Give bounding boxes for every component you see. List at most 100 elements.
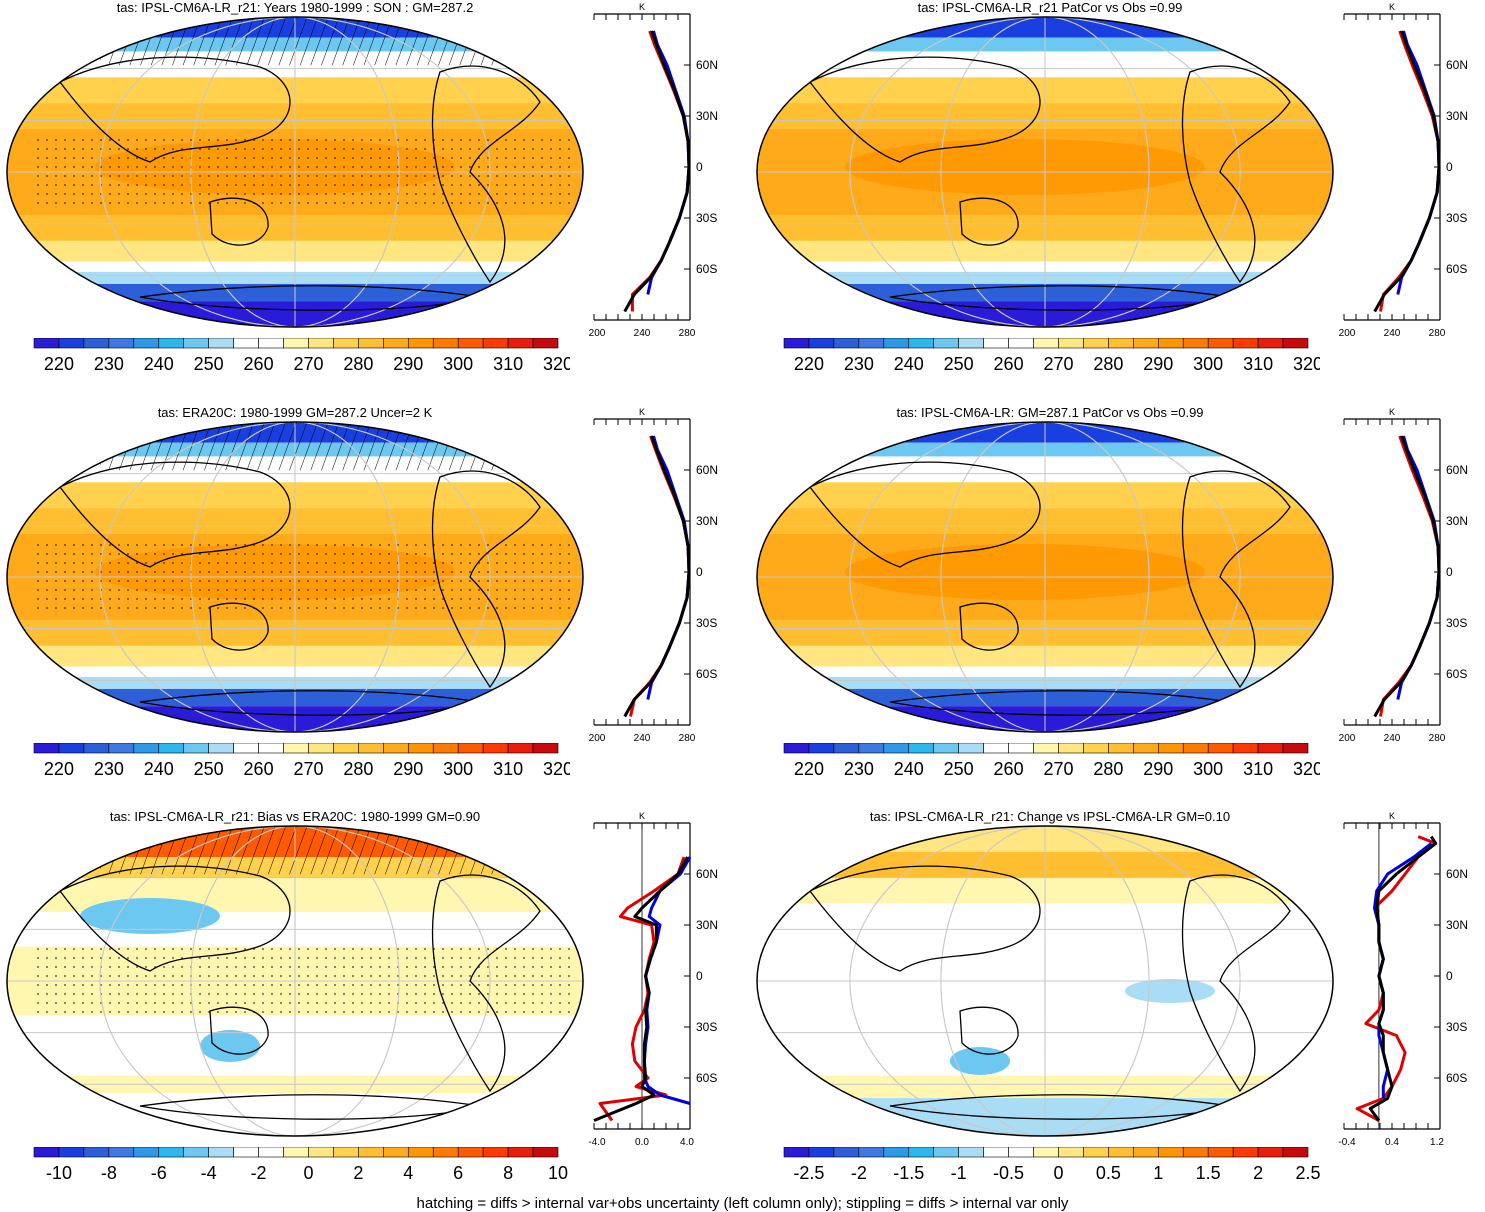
colorbar-swatch: [783, 743, 810, 754]
profile-x-tick-label: 200: [589, 733, 606, 744]
colorbar-swatch: [407, 743, 434, 754]
lat-tick-label: 30N: [1446, 109, 1468, 123]
lat-tick-label: 30N: [696, 514, 718, 528]
colorbar-swatch: [833, 338, 860, 349]
profile-x-tick-label: 280: [679, 733, 696, 744]
colorbar-swatch: [808, 338, 835, 349]
colorbar-tick-label: 310: [1243, 354, 1273, 374]
colorbar-swatch: [933, 1147, 959, 1158]
colorbar-swatch: [532, 338, 559, 349]
profile-line-red: [1379, 30, 1441, 312]
colorbar-swatch: [58, 743, 85, 754]
colorbar-swatch: [1282, 338, 1309, 349]
panel-2-map: [756, 16, 1334, 328]
colorbar-swatch: [183, 1147, 209, 1158]
colorbar-swatch: [933, 338, 959, 349]
colorbar-swatch: [283, 1147, 309, 1158]
colorbar-swatch: [457, 743, 484, 754]
profile-x-tick-label: 280: [679, 328, 696, 339]
colorbar-tick-label: 250: [194, 354, 224, 374]
lat-tick-label: 0: [1446, 565, 1453, 579]
lat-tick-label: 60S: [1446, 1071, 1467, 1085]
profile-line-red: [629, 435, 691, 717]
colorbar-swatch: [1033, 1147, 1059, 1158]
colorbar-tick-label: 250: [944, 759, 974, 779]
colorbar-tick-label: 1.5: [1196, 1163, 1221, 1183]
colorbar-swatch: [183, 743, 209, 754]
colorbar-tick-label: 270: [1043, 759, 1073, 779]
colorbar-swatch: [258, 1147, 284, 1158]
colorbar-tick-label: 280: [343, 354, 373, 374]
profile-x-tick-label: 200: [1339, 733, 1356, 744]
colorbar-swatch: [133, 1147, 160, 1158]
colorbar-tick-label: 6: [453, 1163, 463, 1183]
colorbar-tick-label: -2: [251, 1163, 267, 1183]
lat-tick-label: 0: [696, 160, 703, 174]
colorbar-swatch: [208, 743, 234, 754]
colorbar-swatch: [1257, 743, 1284, 754]
colorbar-swatch: [858, 743, 885, 754]
colorbar-swatch: [432, 743, 459, 754]
lat-tick-label: 30S: [1446, 211, 1467, 225]
colorbar-tick-label: 320: [1293, 759, 1320, 779]
colorbar-swatch: [1058, 1147, 1084, 1158]
panel-5-title: tas: IPSL-CM6A-LR_r21: Bias vs ERA20C: 1…: [109, 809, 481, 824]
colorbar-swatch: [83, 743, 110, 754]
lat-tick-label: 30N: [696, 918, 718, 932]
colorbar-swatch: [308, 338, 334, 349]
colorbar-swatch: [383, 1147, 409, 1158]
lat-tick-label: 30S: [696, 616, 717, 630]
colorbar-swatch: [1008, 743, 1034, 754]
colorbar-tick-label: 260: [244, 354, 274, 374]
colorbar-tick-label: 320: [1293, 354, 1320, 374]
colorbar-swatch: [1182, 1147, 1209, 1158]
colorbar-swatch: [133, 743, 160, 754]
colorbar-tick-label: -2: [851, 1163, 867, 1183]
colorbar-swatch: [183, 338, 209, 349]
colorbar-tick-label: 270: [1043, 354, 1073, 374]
colorbar-swatch: [1157, 338, 1184, 349]
colorbar-swatch: [1058, 338, 1084, 349]
panel-5-profile: K -4.0 0.0 4.0 60N 30N 0 30S 60S: [588, 811, 718, 1148]
colorbar-swatch: [358, 743, 384, 754]
lat-tick-label: 30S: [1446, 616, 1467, 630]
colorbar-tick-label: 0.5: [1096, 1163, 1121, 1183]
colorbar-swatch: [983, 743, 1009, 754]
lat-tick-label: 60N: [1446, 58, 1468, 72]
panel-1-map: [6, 16, 584, 328]
colorbar-swatch: [833, 743, 860, 754]
colorbar-tick-label: -1: [951, 1163, 967, 1183]
colorbar-tick-label: 250: [194, 759, 224, 779]
colorbar-swatch: [133, 338, 160, 349]
profile-line-black: [623, 435, 691, 718]
colorbar-swatch: [1182, 743, 1209, 754]
profile-xlabel: K: [639, 811, 645, 821]
profile-line-red: [1379, 435, 1441, 717]
colorbar-swatch: [808, 743, 835, 754]
colorbar-swatch: [507, 338, 534, 349]
colorbar-tick-label: 300: [1193, 354, 1223, 374]
profile-line-red: [1355, 835, 1438, 1122]
colorbar-swatch: [407, 338, 434, 349]
colorbar-swatch: [33, 338, 60, 349]
colorbar-tick-label: 230: [94, 354, 124, 374]
colorbar-swatch: [958, 1147, 984, 1158]
profile-x-tick-label: -4.0: [588, 1137, 606, 1148]
lat-tick-label: 60S: [696, 667, 717, 681]
colorbar-swatch: [1157, 743, 1184, 754]
lat-tick-label: 60S: [1446, 667, 1467, 681]
colorbar-swatch: [158, 743, 185, 754]
colorbar-swatch: [83, 1147, 110, 1158]
map-field: [757, 422, 1333, 732]
colorbar-tick-label: 2: [353, 1163, 363, 1183]
panel-4-title: tas: IPSL-CM6A-LR: GM=287.1 PatCor vs Ob…: [896, 405, 1204, 420]
colorbar-swatch: [1133, 1147, 1159, 1158]
colorbar-swatch: [958, 743, 984, 754]
colorbar-tick-label: 280: [1093, 759, 1123, 779]
colorbar-tick-label: 240: [894, 759, 924, 779]
colorbar-tick-label: 0: [303, 1163, 313, 1183]
colorbar-swatch: [258, 338, 284, 349]
profile-x-tick-label: 280: [1429, 328, 1446, 339]
profile-line-black: [1373, 435, 1441, 718]
colorbar-swatch: [1133, 743, 1159, 754]
